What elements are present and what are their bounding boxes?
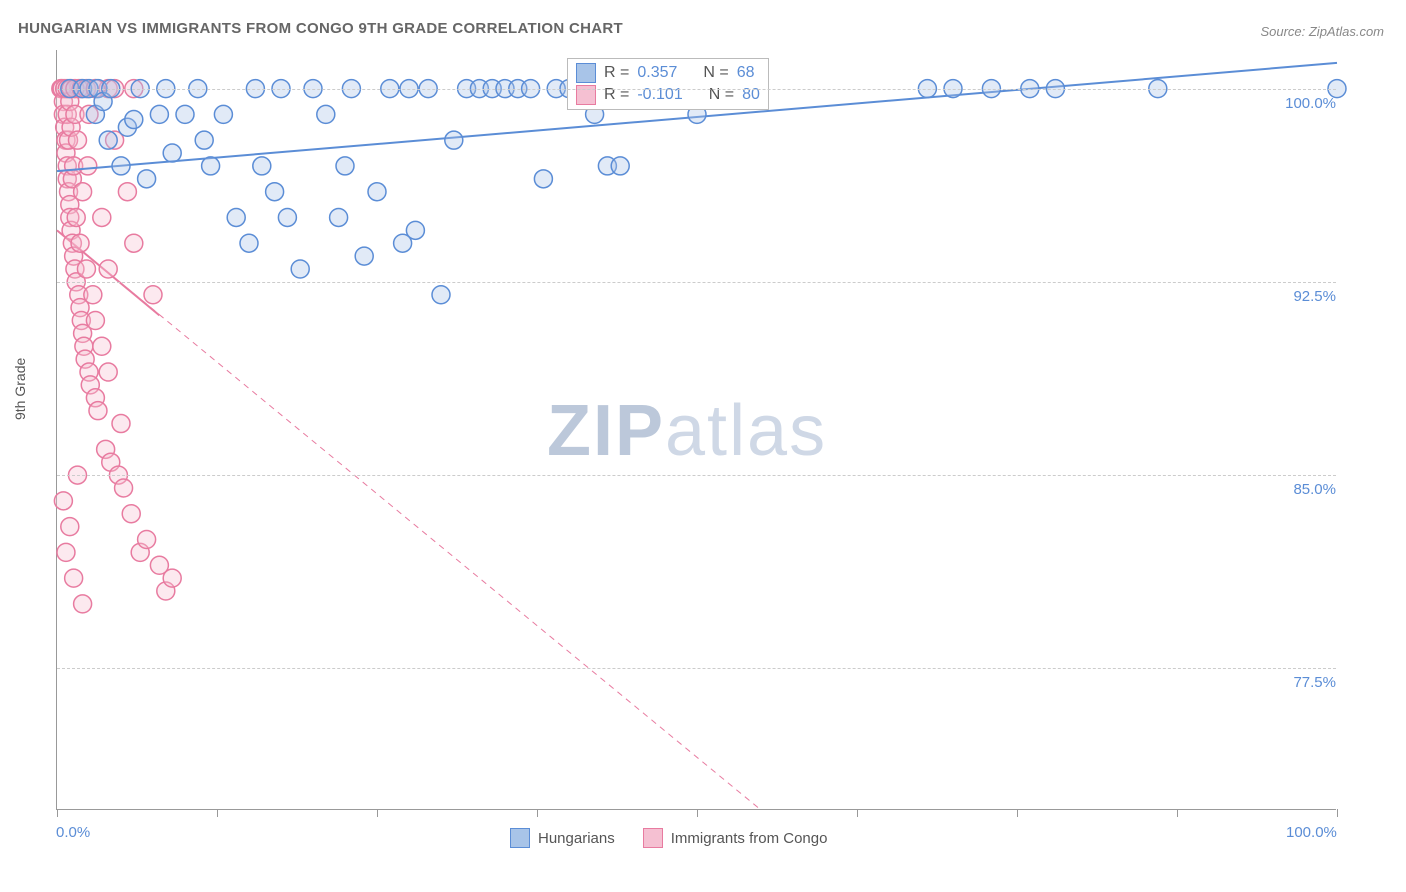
swatch-congo [643, 828, 663, 848]
gridline [57, 668, 1336, 669]
legend-row-hungarians: R = 0.357 N = 68 [576, 63, 760, 83]
legend-item-congo: Immigrants from Congo [643, 828, 828, 848]
r-value-hungarians: 0.357 [637, 64, 677, 82]
gridline [57, 89, 1336, 90]
series-legend: Hungarians Immigrants from Congo [510, 828, 827, 848]
chart-title: HUNGARIAN VS IMMIGRANTS FROM CONGO 9TH G… [18, 20, 623, 37]
y-axis-title: 9th Grade [12, 358, 28, 420]
legend-label: Immigrants from Congo [671, 830, 828, 847]
n-label: N = [703, 64, 728, 82]
legend-label: Hungarians [538, 830, 615, 847]
x-tick-mark [377, 809, 378, 817]
y-tick-label: 92.5% [1276, 288, 1336, 305]
correlation-legend: R = 0.357 N = 68 R = -0.101 N = 80 [567, 58, 769, 110]
x-tick-mark [1177, 809, 1178, 817]
legend-item-hungarians: Hungarians [510, 828, 615, 848]
x-tick-mark [57, 809, 58, 817]
gridline [57, 475, 1336, 476]
chart-plot-area: ZIPatlas R = 0.357 N = 68 R = -0.101 N =… [56, 50, 1336, 810]
y-tick-label: 77.5% [1276, 674, 1336, 691]
n-value-hungarians: 68 [737, 64, 755, 82]
x-tick-mark [857, 809, 858, 817]
swatch-hungarians [510, 828, 530, 848]
y-tick-label: 100.0% [1276, 95, 1336, 112]
r-label: R = [604, 64, 629, 82]
x-tick-mark [697, 809, 698, 817]
x-tick-mark [217, 809, 218, 817]
x-tick-mark [537, 809, 538, 817]
x-tick-label: 0.0% [56, 824, 90, 841]
scatter-svg [57, 50, 1337, 810]
y-tick-label: 85.0% [1276, 481, 1336, 498]
gridline [57, 282, 1336, 283]
x-tick-mark [1337, 809, 1338, 817]
x-tick-label: 100.0% [1286, 824, 1337, 841]
x-tick-mark [1017, 809, 1018, 817]
source-label: Source: ZipAtlas.com [1260, 24, 1384, 39]
swatch-hungarians [576, 63, 596, 83]
